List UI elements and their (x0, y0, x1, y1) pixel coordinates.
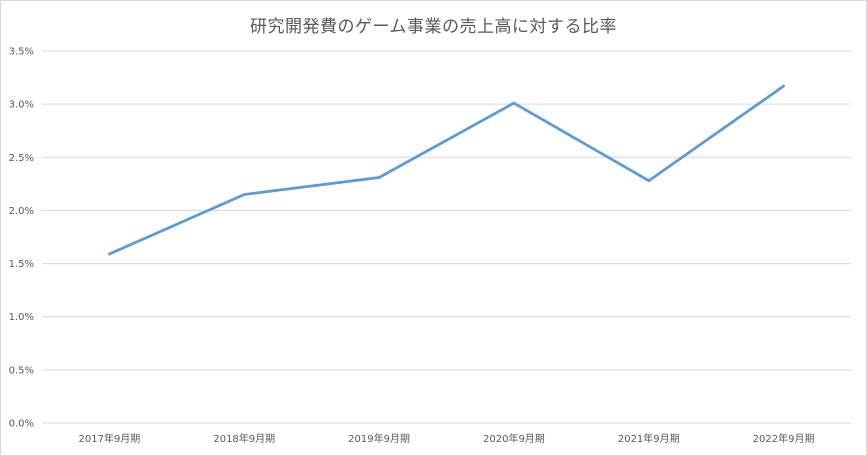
y-tick-label: 3.5% (9, 47, 34, 58)
y-tick-label: 2.5% (9, 153, 34, 164)
x-tick-label: 2020年9月期 (483, 432, 545, 445)
data-point (782, 84, 785, 88)
x-tick-label: 2018年9月期 (213, 432, 275, 445)
y-tick-label: 0.0% (9, 419, 34, 430)
data-point (108, 252, 111, 256)
y-tick-label: 1.0% (9, 312, 34, 323)
y-tick-label: 0.5% (9, 365, 34, 376)
x-tick-label: 2022年9月期 (753, 432, 815, 445)
x-tick-label: 2017年9月期 (79, 432, 141, 445)
x-tick-label: 2021年9月期 (618, 432, 680, 445)
x-axis-tick-labels: 2017年9月期 2018年9月期 2019年9月期 2020年9月期 2021年9月期… (79, 432, 815, 445)
y-tick-label: 2.0% (9, 206, 34, 217)
series-layer (108, 84, 785, 256)
y-tick-label: 1.5% (9, 259, 34, 270)
series-line (108, 84, 785, 256)
chart-title: 研究開発費のゲーム事業の売上高に対する比率 (250, 17, 617, 37)
data-point (647, 179, 650, 182)
gridlines (42, 50, 851, 424)
data-point (377, 176, 381, 179)
data-point (243, 193, 246, 196)
y-tick-label: 3.0% (9, 100, 34, 111)
x-tick-label: 2019年9月期 (348, 432, 410, 445)
y-axis-tick-labels: 0.0% 0.5% 1.0% 1.5% 2.0% 2.5% 3.0% 3.5% (9, 47, 34, 430)
data-point (512, 101, 516, 105)
